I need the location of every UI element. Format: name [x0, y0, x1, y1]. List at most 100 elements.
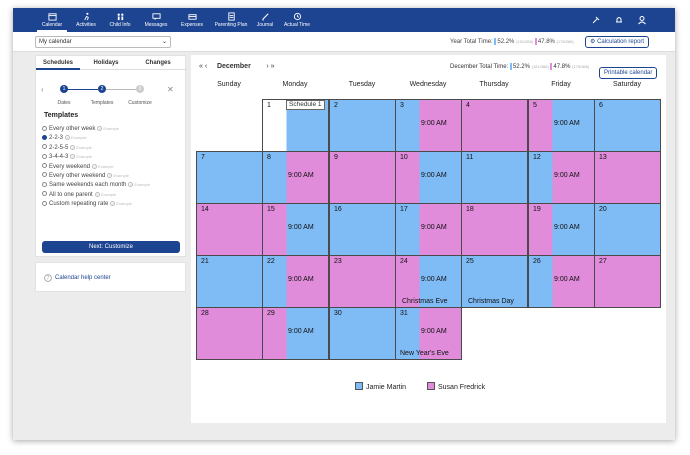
template-option[interactable]: Same weekends each month? Example — [42, 180, 182, 189]
template-option[interactable]: Every weekend? Example — [42, 162, 182, 171]
next-customize-button[interactable]: Next: Customize — [42, 241, 180, 253]
tab-schedules[interactable]: Schedules — [36, 56, 80, 70]
calendar-day-cell[interactable]: 27 — [594, 255, 661, 308]
handoff-time: 9:00 AM — [421, 120, 447, 127]
calendar-day-cell[interactable]: 2 — [329, 99, 396, 152]
calendar-day-cell[interactable]: 9 — [329, 151, 396, 204]
template-label: 2-2-3 — [49, 135, 64, 142]
schedule-label: Schedule 1 — [286, 100, 325, 110]
calendar-day-cell[interactable]: 17 9:00 AM — [395, 203, 462, 256]
template-option[interactable]: All to one parent? Example — [42, 190, 182, 199]
template-option[interactable]: Every other weekend? Example — [42, 171, 182, 180]
calendar-day-cell[interactable]: 20 — [594, 203, 661, 256]
nav-expenses[interactable]: Expenses — [177, 8, 207, 32]
radio-button[interactable] — [42, 191, 47, 197]
calendar-day-cell[interactable]: 23 — [329, 255, 396, 308]
template-example-link[interactable]: Example — [76, 154, 92, 160]
calendar-select[interactable]: My calendar ⌄ — [35, 36, 171, 48]
calendar-day-cell[interactable]: 13 — [594, 151, 661, 204]
calendar-day-cell[interactable]: 8 9:00 AM — [262, 151, 329, 204]
handoff-time: 9:00 AM — [554, 224, 580, 231]
legend-jamie: Jamie Martin — [355, 382, 406, 391]
template-label: Every weekend — [49, 163, 91, 170]
radio-button[interactable] — [42, 153, 47, 159]
template-example-link[interactable]: Example — [134, 182, 150, 188]
nav-child-info[interactable]: Child Info — [105, 8, 135, 32]
template-example-link[interactable]: Example — [100, 191, 117, 197]
prev-month-button[interactable]: ‹ — [204, 63, 208, 70]
day-number: 29 — [267, 310, 275, 317]
calendar-day-cell[interactable]: 31 9:00 AM New Year's Eve — [395, 307, 462, 360]
template-example-link[interactable]: Example — [103, 126, 119, 131]
calendar-day-cell[interactable]: 26 9:00 AM — [528, 255, 595, 308]
month-total-time: December Total Time: 52.2% (191/366) 47.… — [450, 63, 590, 71]
holiday-label: New Year's Eve — [400, 350, 449, 357]
template-example-link[interactable]: Example — [71, 135, 87, 141]
calendar-day-cell[interactable]: 10 9:00 AM — [395, 151, 462, 204]
calendar-day-cell[interactable]: 24 9:00 AM Christmas Eve — [395, 255, 462, 308]
close-icon[interactable]: ✕ — [167, 85, 174, 94]
radio-button[interactable] — [42, 200, 47, 206]
calendar-day-cell[interactable]: 11 — [461, 151, 528, 204]
nav-parenting-plan[interactable]: Parenting Plan — [211, 8, 251, 32]
calendar-day-cell[interactable]: 6 — [594, 99, 661, 152]
handoff-time: 9:00 AM — [421, 224, 447, 231]
calendar-help-link[interactable]: Calendar help center — [55, 275, 111, 281]
radio-button[interactable] — [42, 172, 47, 178]
nav-calendar[interactable]: Calendar — [37, 8, 67, 32]
template-example-link[interactable]: Example — [113, 172, 129, 178]
calendar-day-cell[interactable]: 25 Christmas Day — [461, 255, 528, 308]
calendar-day-cell[interactable]: 12 9:00 AM — [528, 151, 595, 204]
back-arrow-icon[interactable]: ‹ — [41, 85, 44, 94]
bell-icon[interactable] — [614, 15, 624, 25]
calendar-day-cell[interactable]: 4 — [461, 99, 528, 152]
calendar-day-cell[interactable]: 5 9:00 AM — [528, 99, 595, 152]
next-month-button[interactable]: › — [266, 63, 269, 70]
calendar-day-cell[interactable]: 30 — [329, 307, 396, 360]
calendar-day-cell[interactable]: 28 — [196, 307, 263, 360]
radio-button[interactable] — [42, 181, 47, 187]
calendar-day-cell[interactable]: 7 — [196, 151, 263, 204]
nav-activities[interactable]: Activities — [71, 8, 101, 32]
handoff-time: 9:00 AM — [288, 328, 314, 335]
radio-button[interactable] — [42, 144, 47, 150]
day-number: 19 — [533, 206, 541, 213]
day-header: Tuesday — [348, 81, 376, 88]
template-option[interactable]: Every other week? Example — [42, 124, 182, 133]
calendar-day-cell[interactable]: 29 9:00 AM — [262, 307, 329, 360]
calendar-day-cell[interactable]: 22 9:00 AM — [262, 255, 329, 308]
tools-icon[interactable] — [591, 15, 601, 25]
calendar-day-cell[interactable]: 21 — [196, 255, 263, 308]
template-option[interactable]: 2-2-5-5? Example — [42, 143, 182, 152]
day-number: 27 — [599, 258, 607, 265]
calendar-day-cell[interactable]: 3 9:00 AM — [395, 99, 462, 152]
next-year-button[interactable]: » — [270, 63, 275, 70]
template-option[interactable]: 2-2-3? Example — [42, 133, 182, 142]
day-number: 13 — [599, 154, 607, 161]
tab-changes[interactable]: Changes — [145, 60, 171, 66]
user-icon[interactable] — [637, 15, 647, 25]
nav-messages[interactable]: Messages — [140, 8, 172, 32]
prev-year-button[interactable]: « — [199, 63, 203, 70]
template-option[interactable]: 3-4-4-3? Example — [42, 152, 182, 161]
calendar-day-cell[interactable]: 18 — [461, 203, 528, 256]
template-option[interactable]: Custom repeating rate? Example — [42, 199, 182, 208]
nav-journal[interactable]: Journal — [253, 8, 277, 32]
day-number: 7 — [201, 154, 205, 161]
radio-button[interactable] — [42, 163, 47, 169]
calendar-day-cell[interactable]: 19 9:00 AM — [528, 203, 595, 256]
calendar-day-cell[interactable]: 16 — [329, 203, 396, 256]
printable-calendar-button[interactable]: Printable calendar — [599, 67, 658, 79]
nav-actual-time[interactable]: Actual Time — [281, 8, 313, 32]
tab-holidays[interactable]: Holidays — [93, 60, 119, 66]
template-example-link[interactable]: Example — [76, 144, 92, 150]
radio-button[interactable] — [42, 125, 47, 131]
calculation-report-button[interactable]: ⚙ Calculation report — [585, 36, 650, 48]
template-example-link[interactable]: Example — [116, 201, 132, 207]
calendar-day-cell[interactable]: 15 9:00 AM — [262, 203, 329, 256]
day-number: 8 — [267, 154, 271, 161]
template-example-link[interactable]: Example — [98, 163, 114, 169]
calendar-day-cell[interactable]: 14 — [196, 203, 263, 256]
radio-button[interactable] — [42, 134, 47, 140]
actual-time-icon — [281, 8, 313, 22]
